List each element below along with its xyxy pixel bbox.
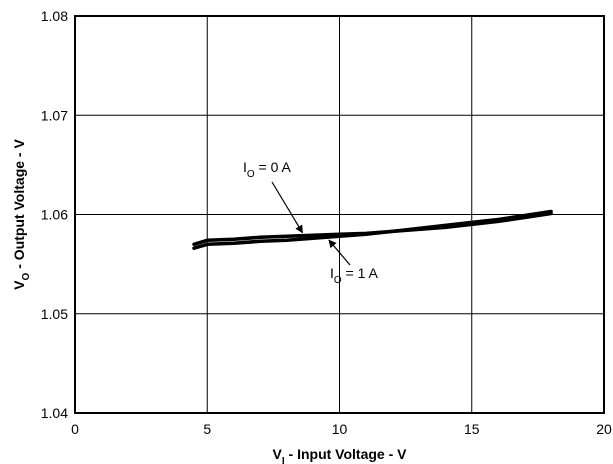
grid	[75, 16, 604, 413]
annotation-arrow	[271, 181, 303, 234]
series-annotation-label: IO = 1 A	[330, 265, 379, 286]
x-axis-title: VI - Input Voltage - V	[273, 446, 408, 464]
plot-frame	[74, 15, 605, 414]
y-tick-label: 1.07	[41, 107, 68, 123]
annotations: IO = 0 A IO = 1 A	[243, 159, 379, 286]
series-line-io-1a	[192, 209, 553, 250]
series-layer	[192, 209, 553, 250]
y-tick-label: 1.08	[41, 8, 68, 24]
y-axis-title: VO - Output Voltage - V	[11, 139, 32, 290]
x-tick-label: 10	[332, 421, 348, 437]
y-tick-label: 1.04	[41, 405, 68, 421]
annotation-arrow	[328, 239, 351, 266]
x-tick-label: 15	[464, 421, 480, 437]
x-tick-label: 20	[596, 421, 612, 437]
y-tick-label: 1.06	[41, 207, 68, 223]
x-tick-label: 0	[71, 421, 79, 437]
series-annotation-label: IO = 0 A	[243, 159, 292, 180]
tick-labels: 0 5 10 15 20 1.04 1.05 1.06 1.07 1.08	[41, 8, 612, 437]
x-tick-label: 5	[203, 421, 211, 437]
y-tick-label: 1.05	[41, 306, 68, 322]
